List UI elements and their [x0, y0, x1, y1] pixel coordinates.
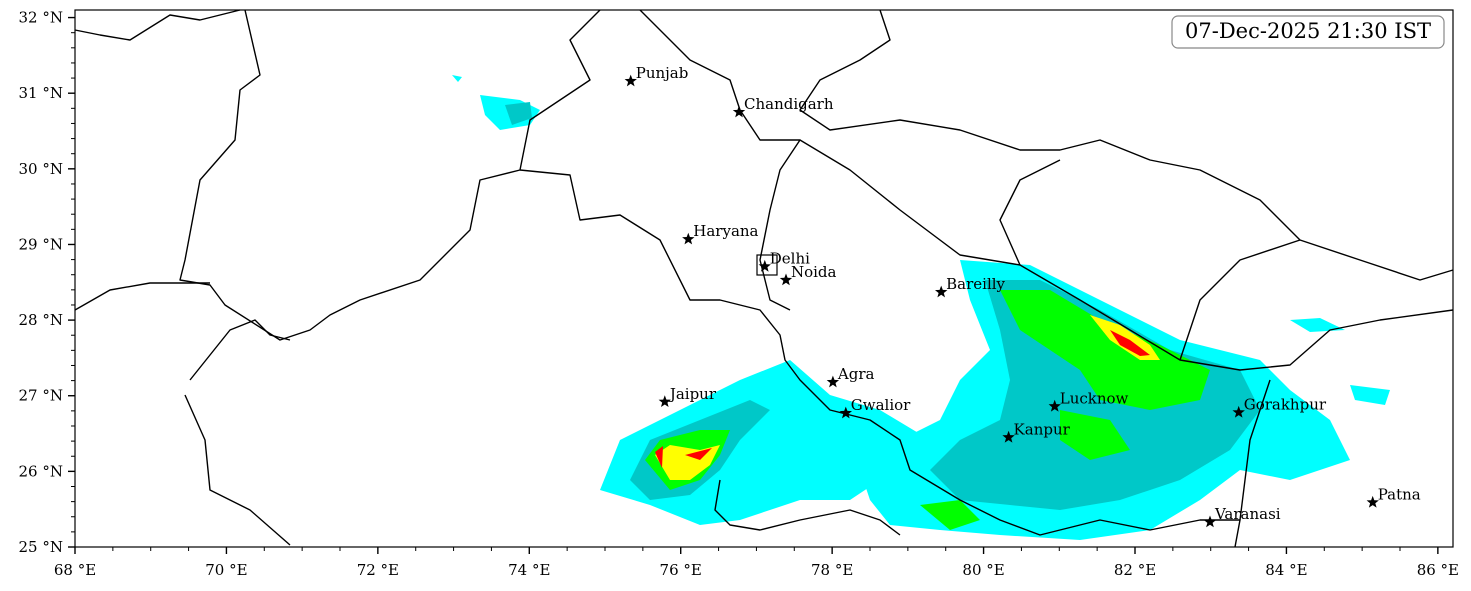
x-tick-label: 84 °E — [1265, 561, 1307, 579]
plot-frame — [74, 9, 1454, 548]
city-label: Noida — [791, 263, 837, 281]
y-tick-label: 28 °N — [19, 311, 63, 329]
x-tick-label: 78 °E — [811, 561, 853, 579]
timestamp: 07-Dec-2025 21:30 IST — [1185, 19, 1431, 43]
city-label: Chandigarh — [744, 95, 834, 113]
x-tick-label: 70 °E — [205, 561, 247, 579]
city-label: Varanasi — [1214, 505, 1281, 523]
x-tick-label: 76 °E — [660, 561, 702, 579]
y-tick-label: 32 °N — [19, 9, 63, 27]
city-marker — [1366, 495, 1379, 508]
city-label: Patna — [1378, 485, 1421, 503]
city-label: Jaipur — [668, 385, 717, 403]
x-tick-label: 72 °E — [357, 561, 399, 579]
y-tick-label: 30 °N — [19, 160, 63, 178]
city-label: Bareilly — [946, 275, 1005, 293]
city-marker — [682, 232, 695, 245]
y-tick-label: 31 °N — [19, 84, 63, 102]
city-marker — [779, 273, 793, 286]
city-marker — [1048, 399, 1061, 412]
city-marker — [935, 285, 948, 298]
x-tick-label: 68 °E — [54, 561, 96, 579]
city-label: Gorakhpur — [1244, 395, 1327, 413]
rainfall — [452, 75, 1390, 540]
city-marker — [1232, 405, 1245, 418]
city-label: Kanpur — [1014, 420, 1071, 438]
city-label: Delhi — [770, 249, 810, 267]
x-tick-label: 86 °E — [1417, 561, 1459, 579]
city-marker — [1203, 515, 1217, 528]
city-label: Punjab — [636, 64, 689, 82]
city-marker — [758, 259, 771, 272]
city-marker — [658, 395, 671, 407]
city-label: Haryana — [693, 222, 758, 240]
city-marker — [732, 105, 746, 118]
city-label: Agra — [837, 365, 875, 383]
timestamp-box — [1171, 15, 1445, 49]
city-marker — [624, 74, 637, 87]
y-tick-label: 26 °N — [19, 462, 63, 480]
y-tick-label: 27 °N — [19, 387, 63, 405]
city-marker — [826, 375, 840, 388]
city-marker — [1002, 430, 1015, 443]
y-tick-label: 29 °N — [19, 235, 63, 253]
x-tick-label: 80 °E — [962, 561, 1004, 579]
y-tick-label: 25 °N — [19, 538, 63, 556]
city-label: Lucknow — [1060, 389, 1129, 407]
city-label: Gwalior — [851, 396, 911, 414]
x-tick-label: 74 °E — [508, 561, 550, 579]
city-marker — [839, 406, 852, 419]
axes: 68 °E 70 °E 72 °E 74 °E 76 °E 78 °E 80 °E 82 °E… — [19, 9, 1459, 579]
x-tick-label: 82 °E — [1114, 561, 1156, 579]
borders — [74, 9, 1454, 548]
